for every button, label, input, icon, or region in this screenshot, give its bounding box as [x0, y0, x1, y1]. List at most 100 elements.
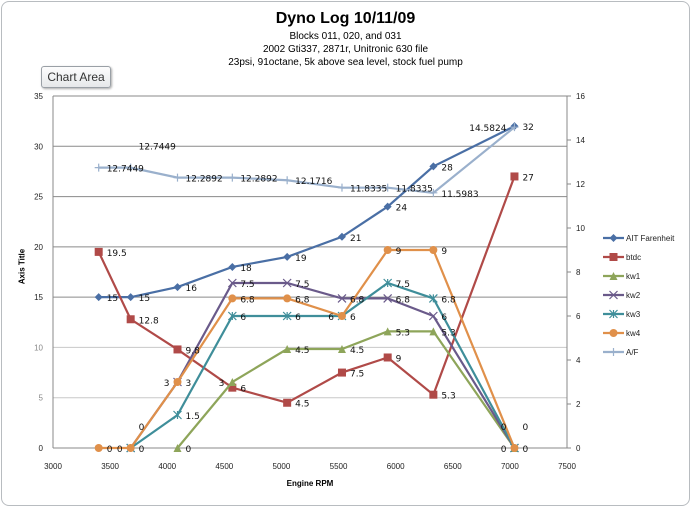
data-point-kw3	[173, 410, 182, 420]
y2-tick-label: 14	[576, 136, 585, 145]
x-tick-label: 5000	[273, 462, 291, 471]
data-label-kw2: 3	[186, 379, 192, 389]
y-tick-label: 15	[34, 293, 43, 302]
data-label-kw1: 4.5	[350, 346, 364, 356]
data-label-kw2: 6.8	[350, 295, 365, 305]
y2-tick-label: 2	[576, 400, 581, 409]
data-point-a-f	[126, 163, 135, 172]
data-point-btdc	[228, 383, 237, 392]
legend-marker-kw3	[609, 309, 618, 319]
data-point-a-f	[429, 188, 438, 197]
legend-label-kw1: kw1	[626, 272, 641, 281]
legend-label-a-f: A/F	[626, 348, 639, 357]
data-label-a-f: 12.7449	[139, 143, 176, 153]
data-point-kw4	[337, 312, 346, 320]
legend-marker-a-f	[609, 348, 618, 356]
chart-area-tooltip: Chart Area	[41, 66, 111, 88]
data-label-kw2: 7.5	[240, 280, 254, 290]
data-point-btdc	[173, 345, 182, 354]
y-tick-label: 35	[34, 92, 43, 101]
data-label-kw3: 6.8	[441, 295, 456, 305]
data-point-a-f	[383, 183, 392, 192]
y2-tick-label: 12	[576, 180, 585, 189]
data-point-kw4	[94, 444, 103, 452]
x-tick-label: 5500	[330, 462, 348, 471]
data-point-btdc	[126, 315, 135, 324]
data-label-kw4: 6.8	[240, 295, 255, 305]
legend-label-kw3: kw3	[626, 310, 641, 319]
legend-marker-kw4	[609, 329, 618, 337]
x-tick-label: 3500	[101, 462, 119, 471]
data-label-a-f: 12.2892	[186, 175, 223, 185]
data-label-btdc: 4.5	[295, 400, 309, 410]
data-label-btdc: 12.8	[139, 316, 159, 326]
data-point-ait-farenheit	[429, 162, 438, 171]
data-label-kw3: 6	[240, 313, 246, 323]
data-label-ait-farenheit: 18	[240, 264, 252, 274]
data-label-ait-farenheit: 21	[350, 234, 361, 244]
data-point-a-f	[510, 123, 519, 132]
data-label-a-f: 11.5983	[441, 190, 478, 200]
x-tick-label: 6500	[444, 462, 462, 471]
data-label-kw1: 0	[186, 445, 192, 455]
legend-label-kw4: kw4	[626, 329, 641, 338]
data-label-kw4: 6.8	[295, 295, 310, 305]
data-point-kw3	[383, 278, 393, 288]
y2-tick-label: 16	[576, 92, 585, 101]
data-label-ait-farenheit: 16	[186, 284, 198, 294]
data-label-ait-farenheit: 24	[396, 204, 408, 214]
data-label-kw3: 6	[350, 313, 356, 323]
x-axis-title: Engine RPM	[286, 479, 334, 488]
data-point-kw2	[282, 278, 292, 288]
chart-subtitle-3: 23psi, 91octane, 5k above sea level, sto…	[228, 57, 463, 68]
legend-marker-kw2	[609, 290, 618, 300]
y2-tick-label: 6	[576, 312, 581, 321]
data-point-a-f	[94, 163, 103, 172]
data-point-a-f	[228, 173, 237, 182]
data-label-kw2: 6.8	[396, 295, 411, 305]
data-point-kw1	[283, 345, 292, 353]
series-line-kw2	[129, 281, 516, 449]
data-point-kw2	[337, 293, 347, 303]
data-label-kw4: 9	[441, 247, 447, 257]
data-point-kw4	[126, 444, 135, 452]
x-tick-label: 7500	[558, 462, 576, 471]
data-label-kw4: 9	[396, 247, 402, 257]
data-point-kw3	[282, 311, 292, 321]
data-point-kw1	[383, 327, 392, 336]
data-point-ait-farenheit	[173, 283, 182, 292]
data-point-btdc	[510, 172, 519, 181]
data-point-kw4	[283, 294, 292, 303]
legend-label-btdc: btdc	[626, 253, 641, 262]
data-point-btdc	[337, 368, 346, 377]
data-label-kw2: 6	[441, 313, 447, 323]
y-tick-label: 10	[34, 343, 43, 352]
data-point-kw4	[383, 246, 392, 254]
legend-marker-btdc	[609, 253, 618, 261]
data-label-a-f: 11.8335	[396, 185, 433, 195]
legend-marker-ait-farenheit	[609, 234, 618, 242]
data-label-kw2: 0	[139, 445, 145, 455]
data-label-btdc: 5.3	[441, 392, 455, 402]
data-label-a-f: 14.5824	[469, 124, 506, 134]
y-tick-label: 0	[39, 444, 44, 453]
data-label-kw4: 6	[328, 313, 334, 323]
data-point-ait-farenheit	[383, 202, 392, 211]
data-label-btdc: 9.8	[186, 346, 201, 356]
data-point-kw1	[173, 444, 182, 452]
data-point-kw4	[228, 294, 237, 303]
data-label-ait-farenheit: 15	[107, 294, 118, 304]
data-point-ait-farenheit	[283, 252, 292, 261]
data-point-kw1	[429, 327, 438, 336]
y-tick-label: 30	[34, 142, 43, 151]
legend-marker-kw1	[609, 272, 618, 280]
data-label-btdc: 6	[240, 385, 246, 395]
y2-tick-label: 8	[576, 268, 581, 277]
data-label-kw3: 0	[117, 445, 123, 455]
y2-tick-label: 4	[576, 356, 581, 365]
data-point-kw2	[227, 278, 237, 288]
data-point-ait-farenheit	[228, 262, 237, 271]
data-label-kw1: 5.3	[441, 328, 455, 338]
